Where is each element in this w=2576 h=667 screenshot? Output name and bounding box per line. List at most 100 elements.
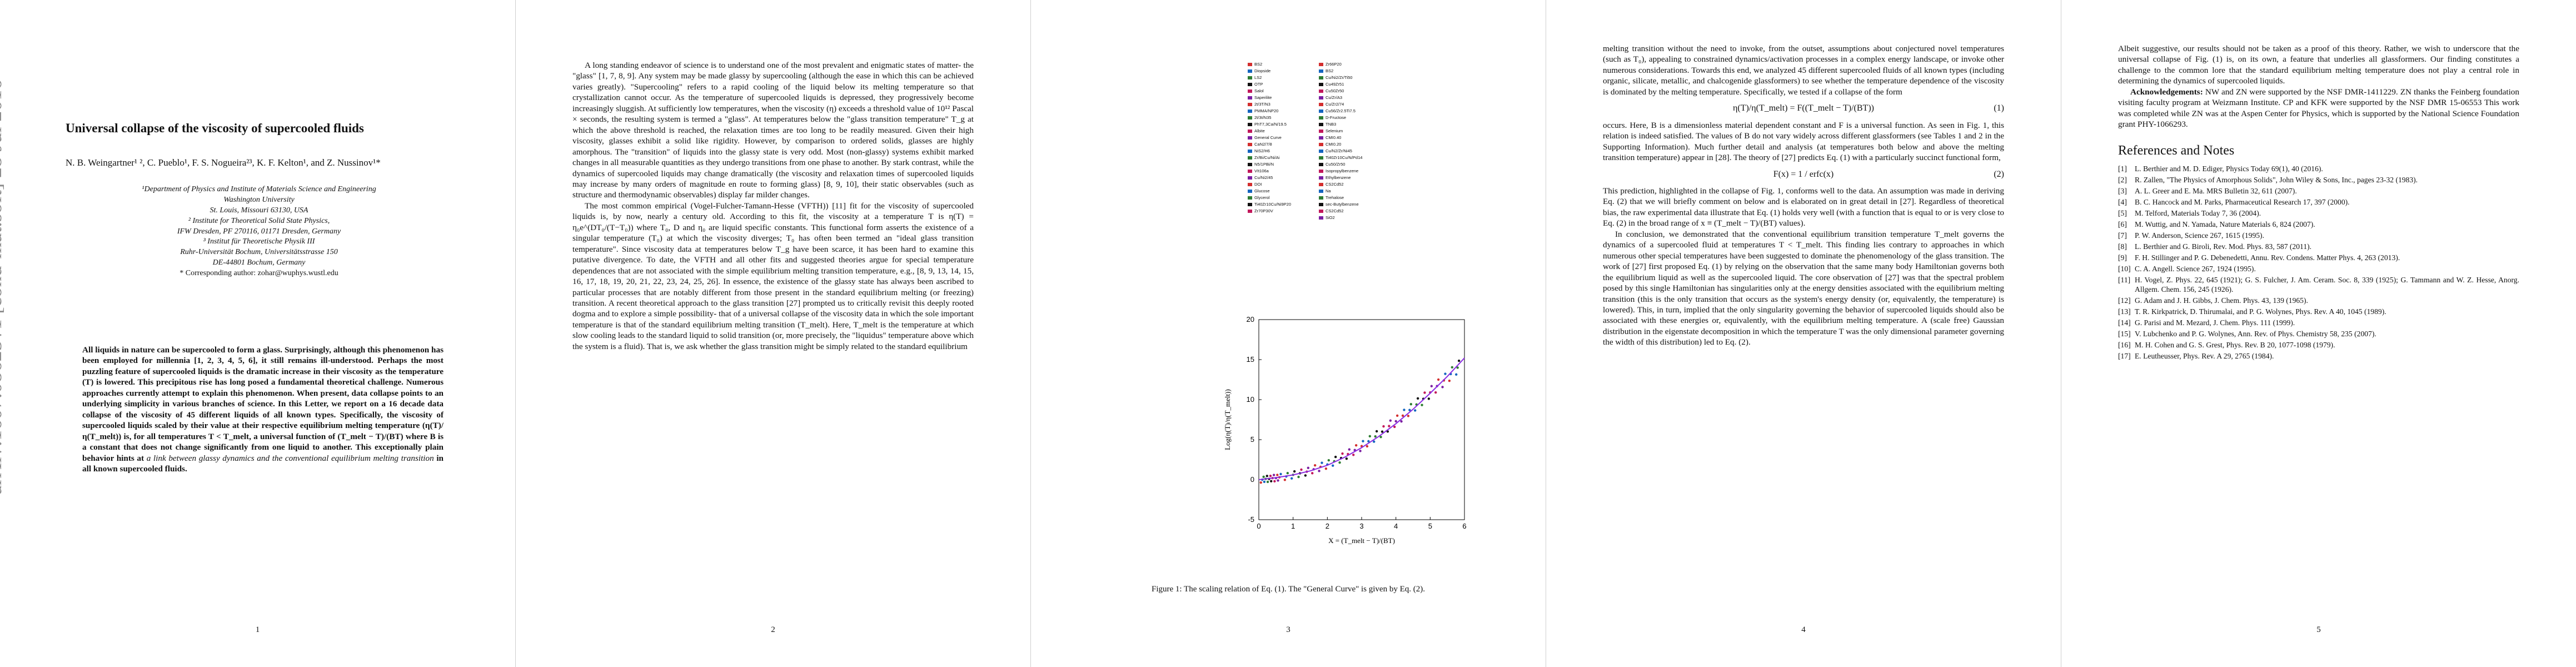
reference-number: [3] [2118, 187, 2127, 196]
y-tick-label: 10 [1247, 395, 1254, 404]
legend-marker [1248, 143, 1252, 146]
legend-marker [1319, 130, 1323, 133]
data-point [1321, 461, 1323, 464]
legend-marker [1248, 63, 1252, 66]
reference-text: C. A. Angell. Science 267, 1924 (1995). [2135, 265, 2256, 273]
legend-marker [1248, 170, 1252, 173]
body-text: Albeit suggestive, our results should no… [2118, 43, 2519, 363]
data-point [1276, 474, 1279, 476]
data-point [1407, 415, 1410, 417]
legend-entry: General Curve [1248, 135, 1291, 141]
reference-text: G. Adam and J. H. Gibbs, J. Chem. Phys. … [2135, 296, 2308, 305]
legend-entry: Cu49Zr51 [1319, 81, 1362, 88]
data-point [1304, 474, 1307, 477]
legend-entry: Glycerol [1248, 195, 1291, 201]
legend-label: Cu/Zr/A3 [1326, 95, 1343, 100]
reference-text: R. Zallen, "The Physics of Amorphous Sol… [2135, 176, 2418, 185]
legend-label: General Curve [1254, 135, 1282, 140]
reference-text: L. Berthier and G. Biroli, Rev. Mod. Phy… [2135, 242, 2312, 251]
legend-marker [1319, 136, 1323, 140]
page-1: arXiv:1607.08625v1 [cond-mat.soft] 28 Ju… [0, 0, 515, 667]
legend-entry: NiS2/H6 [1248, 148, 1291, 155]
data-point [1334, 455, 1337, 459]
reference-item: [1] L. Berthier and M. D. Ediger, Physics… [2118, 165, 2519, 174]
legend-marker [1319, 216, 1323, 220]
legend-entry: OTP [1248, 81, 1291, 88]
acknowledgements: Acknowledgements: NW and ZN were support… [2118, 87, 2519, 130]
data-point [1414, 409, 1417, 412]
abstract-text: All liquids in nature can be supercooled… [82, 345, 444, 463]
data-point [1352, 454, 1355, 456]
legend-marker [1248, 103, 1252, 106]
page-3: BS2 Diopside LS2 OTP Salol Saperilite 2t/3T/N3… [1030, 0, 1546, 667]
reference-item: [14] G. Parisi and M. Mezard, J. Chem. Ph… [2118, 318, 2519, 328]
data-point [1437, 378, 1440, 381]
legend-label: N5/1PBi/N [1254, 162, 1274, 167]
legend-marker [1248, 89, 1252, 93]
reference-number: [17] [2118, 352, 2131, 361]
data-point [1401, 414, 1404, 417]
legend-label: CMI0.40 [1326, 135, 1342, 140]
page-number: 2 [771, 625, 775, 634]
affiliation-line: DE-44801 Bochum, Germany [212, 258, 306, 267]
data-point [1368, 435, 1371, 438]
data-point [1297, 475, 1300, 479]
legend-label: NiS2/H6 [1254, 148, 1270, 153]
legend-marker [1319, 63, 1323, 66]
data-point [1434, 391, 1437, 394]
references-heading: References and Notes [2118, 143, 2235, 158]
legend-label: Cu50Zr50 [1326, 88, 1344, 93]
affiliations: ¹Department of Physics and Institute of … [66, 185, 452, 279]
legend-label: Salol [1254, 88, 1264, 93]
data-point [1430, 385, 1433, 387]
data-point [1455, 373, 1458, 376]
legend-entry: Zr66P20 [1319, 61, 1362, 68]
legend-entry: Cu/Zr2/74 [1319, 101, 1362, 108]
legend-entry: Cu/N2/Zr/Ni45 [1319, 148, 1362, 155]
legend-marker [1248, 76, 1252, 79]
reference-item: [3] A. L. Greer and E. Ma. MRS Bulletin 3… [2118, 187, 2519, 196]
legend-label: D-Fructose [1326, 115, 1347, 120]
data-point [1262, 475, 1265, 479]
data-point [1286, 471, 1289, 475]
paragraph: occurs. Here, B is a dimensionless mater… [1603, 120, 2004, 163]
legend-label: Zr70P30V [1254, 208, 1273, 213]
reference-number: [9] [2118, 253, 2127, 262]
legend-label: Na [1326, 188, 1331, 193]
affiliation-line: IFW Dresden, PF 270116, 01171 Dresden, G… [177, 227, 341, 236]
data-point [1272, 474, 1275, 476]
legend-marker [1319, 76, 1323, 79]
legend-marker [1319, 69, 1323, 73]
legend-entry: SiO2 [1319, 215, 1362, 221]
reference-item: [13] T. R. Kirkpatrick, D. Thirumalai, an… [2118, 307, 2519, 317]
legend-marker [1319, 170, 1323, 173]
data-point [1362, 440, 1364, 442]
data-point [1409, 402, 1412, 406]
legend-entry: TNB3 [1319, 121, 1362, 128]
legend-entry: sec-Butylbenzene [1319, 201, 1362, 208]
reference-number: [16] [2118, 341, 2131, 350]
affiliation-line: Ruhr-Universität Bochum, Universitätsstr… [180, 248, 338, 257]
legend-marker [1319, 210, 1323, 213]
legend-marker [1319, 103, 1323, 106]
legend-marker [1248, 163, 1252, 166]
legend-label: Cu/Ni2/Zr/Ti50 [1326, 75, 1353, 80]
reference-number: [10] [2118, 265, 2131, 273]
legend-label: CMI0.20 [1326, 142, 1342, 147]
data-point [1366, 445, 1369, 448]
reference-text: E. Leutheusser, Phys. Rev. A 29, 2765 (1… [2135, 352, 2274, 361]
affiliation-line: St. Louis, Missouri 63130, USA [210, 206, 308, 215]
legend-marker [1248, 96, 1252, 99]
reference-text: L. Berthier and M. D. Ediger, Physics To… [2135, 165, 2323, 173]
equation-2-number: (2) [1994, 169, 2004, 179]
reference-number: [6] [2118, 220, 2127, 229]
reference-text: B. C. Hancock and M. Parks, Pharmaceutic… [2135, 198, 2350, 207]
legend-entry: Ti40Zr10Cu/Ni9P20 [1248, 201, 1291, 208]
data-point [1373, 440, 1376, 443]
reference-number: [11] [2118, 276, 2131, 285]
legend-label: Zr66P20 [1326, 62, 1342, 67]
data-point [1388, 425, 1391, 427]
data-point [1457, 359, 1461, 362]
paragraph: In conclusion, we demonstrated that the … [1603, 229, 2004, 347]
